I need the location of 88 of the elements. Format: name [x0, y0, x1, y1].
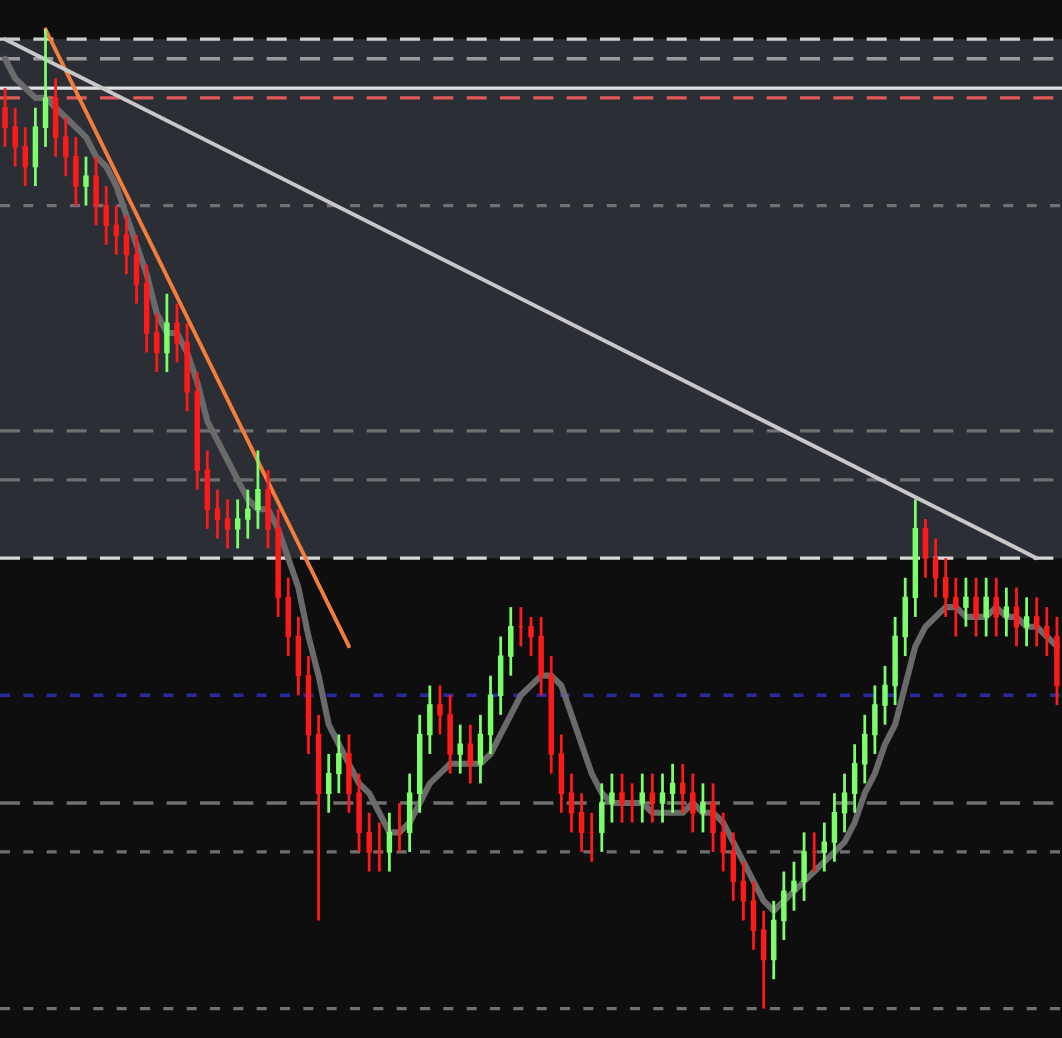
candlestick — [437, 684, 443, 736]
candlestick — [851, 742, 858, 815]
candlestick — [497, 635, 504, 717]
candlestick — [1013, 586, 1020, 648]
candlestick — [295, 615, 302, 697]
candlestick — [791, 860, 797, 913]
candlestick — [174, 302, 180, 364]
candlestick — [679, 762, 686, 815]
candlestick — [164, 292, 170, 374]
candlestick — [457, 723, 463, 775]
candlestick — [325, 752, 332, 815]
candlestick — [710, 782, 716, 854]
candlestick — [730, 830, 737, 903]
candlestick — [1023, 595, 1030, 648]
candlestick — [1033, 595, 1040, 648]
candlestick — [882, 664, 888, 727]
candlestick — [902, 576, 908, 658]
candlestick — [52, 76, 59, 159]
candlestick — [12, 106, 18, 168]
candlestick — [265, 468, 271, 550]
candlestick — [619, 772, 625, 824]
candlestick — [336, 733, 342, 795]
candlestick — [467, 723, 474, 785]
candlestick — [781, 870, 787, 942]
candlestick — [639, 772, 645, 824]
candlestick — [133, 233, 140, 305]
candlestick — [366, 811, 372, 873]
candlestick — [760, 909, 767, 1011]
candlestick — [932, 537, 939, 599]
candlestick — [801, 830, 807, 903]
candlestick — [103, 184, 109, 247]
candlestick — [649, 772, 656, 824]
candlestick — [993, 576, 999, 638]
candlestick — [2, 86, 8, 149]
candlestick — [245, 488, 251, 540]
candlestick — [609, 772, 615, 824]
candlestick — [599, 782, 605, 854]
candlestick — [953, 576, 959, 638]
candlestick — [63, 116, 69, 178]
candlestick — [477, 713, 484, 785]
candlestick — [659, 772, 666, 824]
candlestick — [224, 498, 231, 550]
candlestick — [538, 615, 544, 697]
candlestick — [83, 155, 89, 208]
candlestick — [558, 733, 565, 815]
candlestick — [427, 684, 433, 756]
candlestick — [93, 155, 99, 227]
candlestick — [700, 782, 706, 834]
candlestick — [720, 811, 726, 873]
candlestick — [285, 576, 291, 658]
candlestick — [922, 517, 929, 580]
candlestick — [740, 860, 747, 922]
candlestick — [447, 693, 453, 775]
candlestick — [872, 684, 878, 756]
candlestick — [113, 204, 120, 256]
candlestick — [42, 27, 49, 149]
candlestick — [1044, 605, 1050, 658]
candlestick — [123, 214, 130, 276]
candlestick — [356, 772, 362, 854]
candlestick — [568, 772, 575, 834]
candlestick — [234, 498, 241, 550]
candlestick — [255, 449, 261, 531]
candlestick — [22, 125, 29, 188]
candlestick — [669, 762, 676, 815]
candlestick — [487, 674, 494, 756]
candlestick — [942, 556, 949, 619]
candlestick — [73, 135, 79, 208]
candlestick — [32, 106, 39, 188]
candlestick — [862, 713, 868, 785]
candlestick — [214, 488, 221, 540]
candlestick — [346, 733, 352, 815]
candlestick — [771, 899, 777, 981]
candlestick — [973, 576, 979, 638]
candlestick — [386, 811, 393, 873]
candlestick — [831, 791, 838, 864]
candlestick — [508, 605, 514, 678]
candlestick — [983, 576, 989, 638]
candlestick — [204, 449, 211, 531]
candlestick — [750, 879, 757, 952]
candlestick — [528, 615, 534, 658]
candlestick — [841, 772, 848, 834]
candlestick — [963, 576, 969, 629]
candlestick — [690, 772, 696, 834]
candlestick — [821, 821, 828, 873]
candlestick — [578, 791, 585, 854]
candlestick — [406, 772, 413, 854]
candlestick — [1003, 586, 1010, 638]
candlestick — [154, 311, 160, 374]
